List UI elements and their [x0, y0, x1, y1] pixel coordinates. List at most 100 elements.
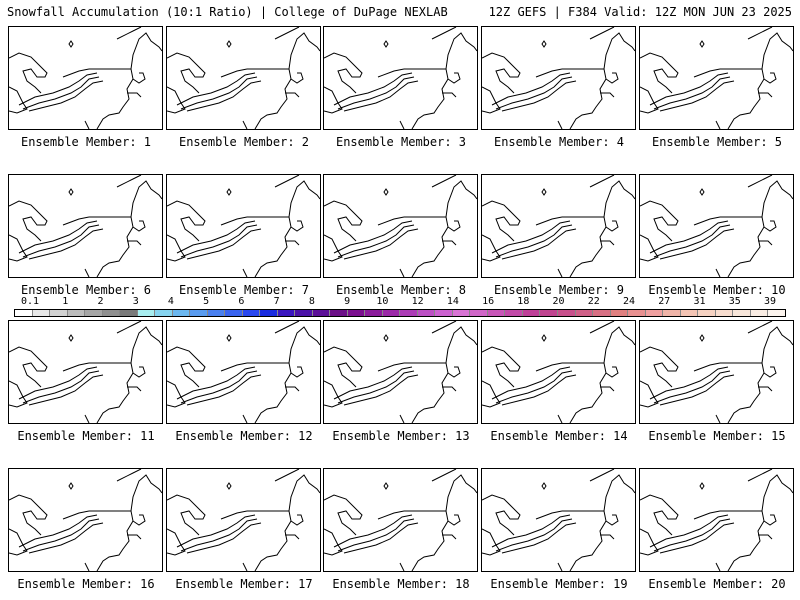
colorbar-segment [190, 310, 208, 316]
ensemble-member-map [8, 468, 163, 572]
colorbar-segment [15, 310, 33, 316]
colorbar-segment [680, 310, 699, 316]
colorbar-segment [242, 310, 261, 316]
northeast-us-basemap [324, 469, 477, 571]
ensemble-member-label: Ensemble Member: 14 [490, 429, 628, 443]
colorbar-segment [312, 310, 331, 316]
ensemble-member-map [323, 174, 478, 278]
northeast-us-basemap [9, 175, 162, 277]
colorbar-segment [277, 310, 296, 316]
ensemble-member-label: Ensemble Member: 15 [648, 429, 786, 443]
ensemble-member-map [639, 26, 794, 130]
ensemble-member-map [639, 174, 794, 278]
colorbar-segment [768, 310, 785, 316]
ensemble-member-label: Ensemble Member: 12 [175, 429, 313, 443]
colorbar-segment [102, 310, 121, 316]
colorbar-tick-label: 1 [62, 296, 69, 307]
ensemble-member-map [481, 26, 636, 130]
ensemble-member-label: Ensemble Member: 10 [648, 283, 786, 297]
colorbar-tick-label: 3 [132, 296, 139, 307]
northeast-us-basemap [640, 321, 793, 423]
ensemble-member-map [166, 174, 321, 278]
colorbar-segment [452, 310, 471, 316]
ensemble-member-map [323, 26, 478, 130]
colorbar-segment [67, 310, 86, 316]
ensemble-member-label: Ensemble Member: 9 [493, 283, 625, 297]
colorbar-segment [260, 310, 278, 316]
colorbar-segment [435, 310, 453, 316]
ensemble-member-map [323, 468, 478, 572]
ensemble-member-label: Ensemble Member: 8 [335, 283, 467, 297]
colorbar-segment [750, 310, 769, 316]
northeast-us-basemap [9, 321, 162, 423]
northeast-us-basemap [640, 27, 793, 129]
ensemble-member-label: Ensemble Member: 18 [332, 577, 470, 591]
colorbar-tick-label: 14 [446, 296, 459, 307]
ensemble-member-label: Ensemble Member: 1 [20, 135, 152, 149]
ensemble-member-map [8, 174, 163, 278]
colorbar-tick-label: 22 [587, 296, 600, 307]
colorbar-tick-label: 16 [482, 296, 495, 307]
northeast-us-basemap [167, 175, 320, 277]
colorbar-tick-label: 5 [203, 296, 210, 307]
colorbar-segment [207, 310, 226, 316]
colorbar-segment [505, 310, 523, 316]
ensemble-member-label: Ensemble Member: 2 [178, 135, 310, 149]
colorbar-segment [522, 310, 541, 316]
colorbar-tick-label: 0.1 [20, 296, 40, 307]
colorbar-segment [715, 310, 734, 316]
ensemble-member-map [639, 468, 794, 572]
northeast-us-basemap [167, 27, 320, 129]
colorbar-tick-label: 10 [376, 296, 389, 307]
ensemble-member-map [481, 468, 636, 572]
colorbar-segment [32, 310, 51, 316]
colorbar-segment [365, 310, 383, 316]
northeast-us-basemap [482, 175, 635, 277]
colorbar-segment [575, 310, 594, 316]
colorbar-segment [628, 310, 646, 316]
colorbar-tick-label: 39 [763, 296, 777, 307]
ensemble-member-map [639, 320, 794, 424]
colorbar-tick-label: 35 [728, 296, 741, 307]
colorbar-tick-label: 20 [552, 296, 565, 307]
ensemble-member-label: Ensemble Member: 7 [178, 283, 310, 297]
northeast-us-basemap [324, 27, 477, 129]
colorbar-tick-label: 9 [344, 296, 351, 307]
northeast-us-basemap [167, 469, 320, 571]
colorbar-segment [645, 310, 664, 316]
ensemble-member-map [8, 26, 163, 130]
colorbar-segment [540, 310, 558, 316]
colorbar-tick-label: 18 [517, 296, 530, 307]
northeast-us-basemap [167, 321, 320, 423]
northeast-us-basemap [640, 175, 793, 277]
colorbar-tick-label: 4 [167, 296, 174, 307]
northeast-us-basemap [482, 27, 635, 129]
colorbar-segment [225, 310, 243, 316]
colorbar-tick-label: 7 [273, 296, 280, 307]
ensemble-member-label: Ensemble Member: 20 [648, 577, 786, 591]
ensemble-member-map [166, 468, 321, 572]
colorbar-segment [593, 310, 611, 316]
colorbar-tick-label: 27 [658, 296, 671, 307]
ensemble-member-label: Ensemble Member: 6 [20, 283, 152, 297]
northeast-us-basemap [9, 469, 162, 571]
ensemble-member-map [166, 26, 321, 130]
ensemble-member-map [323, 320, 478, 424]
colorbar-segment [50, 310, 68, 316]
northeast-us-basemap [482, 321, 635, 423]
colorbar-tick-label: 12 [411, 296, 424, 307]
colorbar-segment [172, 310, 191, 316]
colorbar-segment [382, 310, 401, 316]
colorbar-segment [733, 310, 751, 316]
colorbar-tick-label: 31 [693, 296, 706, 307]
colorbar-tick-label: 8 [308, 296, 315, 307]
colorbar-tick-label: 6 [238, 296, 245, 307]
colorbar-segment [347, 310, 366, 316]
northeast-us-basemap [324, 175, 477, 277]
colorbar-segment [610, 310, 629, 316]
colorbar-segment [470, 310, 488, 316]
ensemble-member-label: Ensemble Member: 3 [335, 135, 467, 149]
northeast-us-basemap [640, 469, 793, 571]
ensemble-member-label: Ensemble Member: 16 [17, 577, 155, 591]
ensemble-member-label: Ensemble Member: 19 [490, 577, 628, 591]
